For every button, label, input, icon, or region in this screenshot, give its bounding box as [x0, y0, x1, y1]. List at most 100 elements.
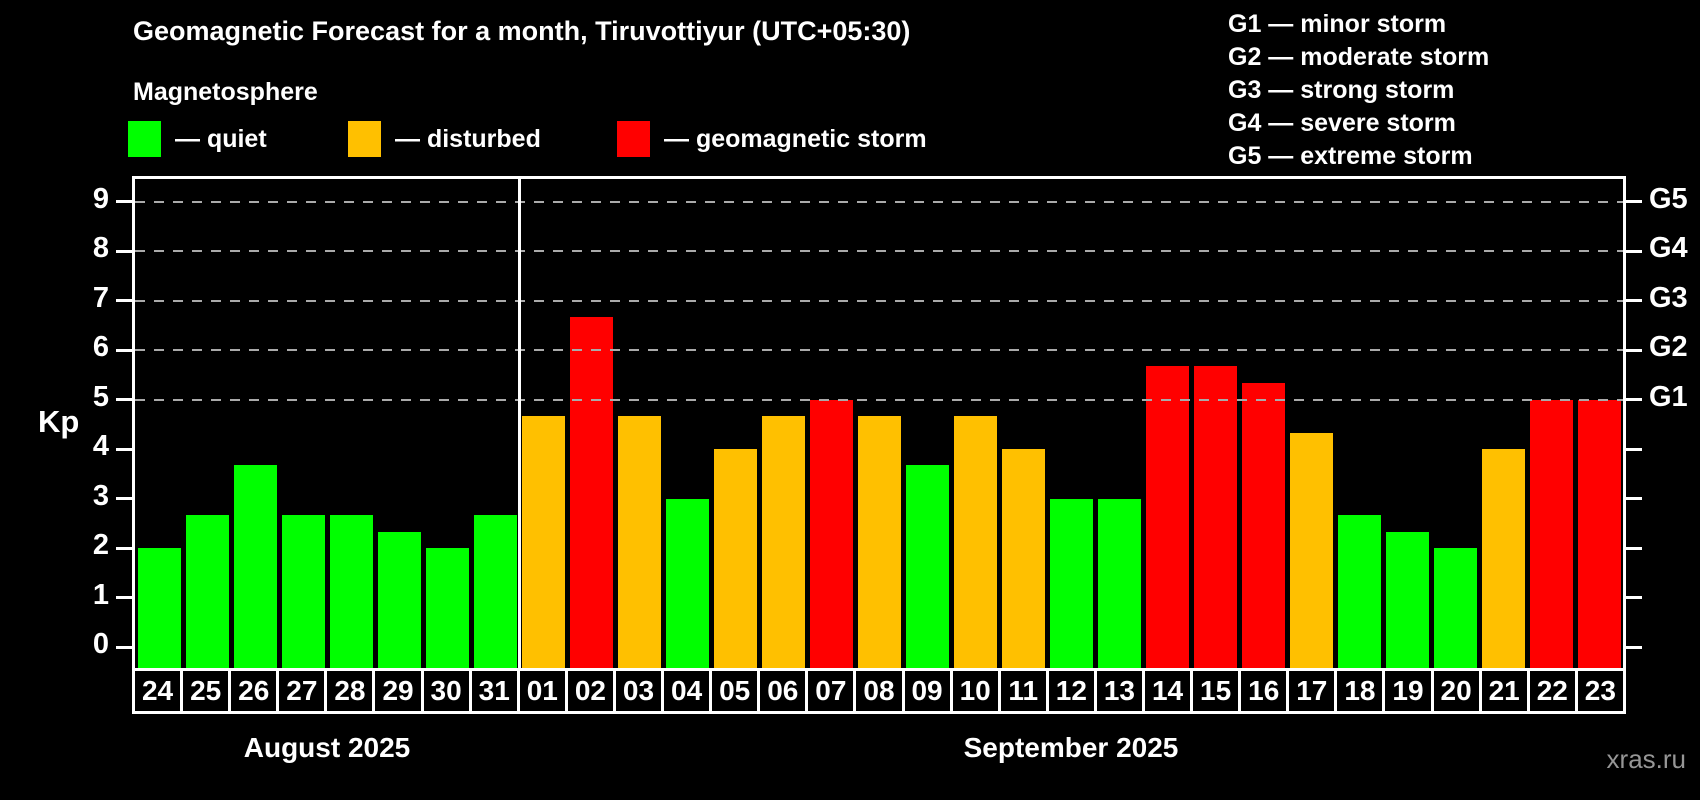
kp-bar: [713, 449, 757, 668]
right-axis-label-g3: G3: [1649, 281, 1688, 314]
kp-bar: [377, 531, 421, 668]
page-title: Geomagnetic Forecast for a month, Tiruvo…: [133, 16, 911, 46]
y-axis-tick: [116, 546, 132, 550]
kp-bar: [473, 514, 517, 668]
chart-area: Kp 0 1 2 3 4 5 6 7 8 9 G1 G2 G3 G4 G5 24 25 26 27 28 29 30 31…: [0, 176, 1700, 800]
right-axis-tick: [1626, 596, 1642, 599]
right-axis-tick: [1626, 645, 1642, 649]
y-axis-tick-label: 6: [92, 331, 109, 363]
bars-row: [135, 179, 1623, 668]
day-label: 10: [953, 671, 1001, 711]
bar-cell: [279, 179, 327, 668]
bar-cell: [1095, 179, 1143, 668]
day-label: 25: [183, 671, 232, 711]
kp-bar: [617, 415, 661, 668]
right-axis-tick: [1626, 398, 1642, 401]
bar-cell: [471, 179, 519, 668]
y-axis-tick: [116, 645, 132, 649]
bar-cell: [1383, 179, 1431, 668]
day-label: 03: [616, 671, 665, 711]
legend-item-storm: — geomagnetic storm: [617, 119, 927, 159]
bar-cell: [1287, 179, 1335, 668]
bar-cell: [1431, 179, 1479, 668]
day-label: 08: [856, 671, 905, 711]
bar-cell: [1575, 179, 1623, 668]
chart-subtitle: Magnetosphere: [133, 78, 318, 106]
bar-cell: [759, 179, 807, 668]
kp-bar: [905, 465, 949, 668]
gridline-kp8: [135, 250, 1623, 252]
right-axis-tick: [1626, 200, 1642, 203]
storm-scale-legend: G1 — minor storm G2 — moderate storm G3 …: [1228, 8, 1489, 173]
kp-bar: [1289, 432, 1333, 668]
kp-bar: [1241, 383, 1285, 668]
storm-color-swatch: [617, 121, 650, 157]
bar-cell: [711, 179, 759, 668]
kp-bar: [425, 548, 469, 668]
month-label: September 2025: [963, 732, 1179, 763]
bar-cell: [519, 179, 567, 668]
y-axis-tick: [116, 249, 132, 253]
right-axis-label-g2: G2: [1649, 331, 1688, 363]
day-label: 12: [1049, 671, 1097, 711]
kp-bar: [953, 415, 997, 668]
plot-area: [132, 176, 1626, 671]
day-label: 26: [231, 671, 280, 711]
y-axis-tick-label: 7: [92, 281, 109, 314]
kp-bar: [1433, 548, 1477, 668]
day-label: 06: [760, 671, 809, 711]
y-axis-tick: [116, 596, 132, 599]
month-separator: [517, 179, 521, 668]
day-label: 01: [520, 671, 568, 711]
g1-legend-line: G1 — minor storm: [1228, 10, 1447, 38]
gridline-kp9: [135, 200, 1623, 203]
kp-bar: [1337, 514, 1381, 668]
bar-cell: [903, 179, 951, 668]
legend-label-quiet: — quiet: [175, 124, 267, 153]
kp-bar: [857, 415, 901, 668]
kp-bar: [1145, 366, 1189, 668]
kp-bar: [329, 514, 373, 668]
day-label: 05: [712, 671, 761, 711]
g2-legend-line: G2 — moderate storm: [1228, 43, 1490, 71]
bar-cell: [327, 179, 375, 668]
day-label: 27: [279, 671, 328, 711]
bar-cell: [1239, 179, 1287, 668]
y-axis-tick-label: 2: [92, 529, 109, 561]
month-label: August 2025: [243, 732, 411, 763]
day-label: 23: [1584, 675, 1616, 706]
bar-cell: [1527, 179, 1575, 668]
day-label: 28: [327, 671, 376, 711]
legend-label-storm: — geomagnetic storm: [664, 124, 927, 153]
bar-cell: [663, 179, 711, 668]
y-axis-tick: [116, 299, 132, 302]
y-axis-tick-label: 3: [92, 479, 109, 512]
kp-bar: [521, 415, 565, 668]
day-label: 19: [1385, 671, 1434, 711]
kp-bar: [761, 415, 805, 668]
day-label: 15: [1193, 671, 1242, 711]
day-label: 17: [1289, 671, 1338, 711]
kp-bar: [1001, 449, 1045, 668]
kp-bar: [1529, 399, 1573, 668]
kp-bar: [185, 514, 229, 668]
day-label: 16: [1241, 671, 1290, 711]
day-label: 13: [1097, 671, 1145, 711]
y-axis-tick: [116, 398, 132, 401]
right-axis-label-g4: G4: [1649, 232, 1688, 264]
bar-cell: [615, 179, 663, 668]
bar-cell: [135, 179, 183, 668]
y-axis-tick: [116, 497, 132, 500]
bar-cell: [951, 179, 999, 668]
day-label: 07: [808, 671, 857, 711]
bar-cell: [423, 179, 471, 668]
y-axis-tick: [116, 447, 132, 451]
right-axis-tick: [1626, 348, 1642, 352]
day-label: 22: [1530, 671, 1578, 711]
kp-bar: [281, 514, 325, 668]
g5-legend-line: G5 — extreme storm: [1228, 142, 1473, 170]
kp-bar: [569, 316, 613, 668]
y-axis-tick-label: 5: [92, 380, 109, 413]
y-axis-tick-label: 1: [92, 578, 109, 611]
watermark: xras.ru: [1606, 744, 1686, 774]
